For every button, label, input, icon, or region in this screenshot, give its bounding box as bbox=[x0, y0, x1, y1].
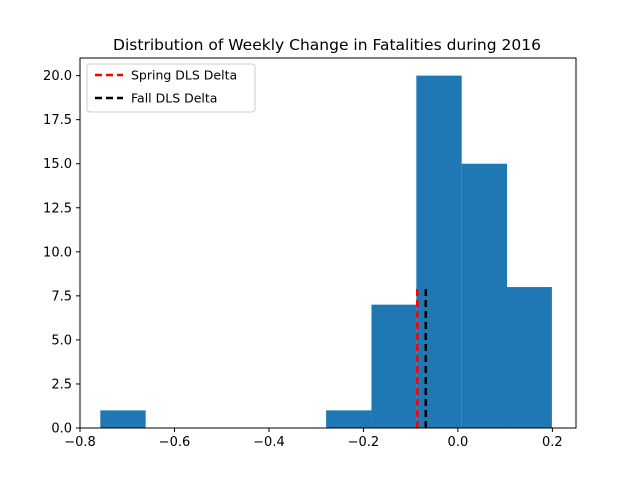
legend-box bbox=[86, 63, 256, 113]
legend: Spring DLS Delta Fall DLS Delta bbox=[86, 63, 256, 113]
plot-frame bbox=[79, 57, 577, 429]
histogram-bar bbox=[326, 410, 372, 428]
histogram-bar bbox=[507, 287, 552, 428]
y-tick-label: 5.0 bbox=[51, 333, 72, 348]
y-tick-label: 20.0 bbox=[43, 69, 72, 84]
x-tick-label: −0.2 bbox=[348, 435, 380, 450]
legend-label-spring: Spring DLS Delta bbox=[131, 68, 237, 83]
x-tick-label: −0.6 bbox=[159, 435, 191, 450]
histogram-bar bbox=[100, 410, 146, 428]
y-tick-label: 10.0 bbox=[43, 245, 72, 260]
histogram-bar bbox=[371, 304, 417, 428]
x-tick-label: 0.0 bbox=[448, 435, 469, 450]
x-tick-label: 0.2 bbox=[542, 435, 563, 450]
y-tick-label: 17.5 bbox=[43, 113, 72, 128]
y-tick-label: 0.0 bbox=[51, 422, 72, 437]
y-tick-label: 7.5 bbox=[51, 289, 72, 304]
y-axis: 0.0 2.5 5.0 7.5 10.0 12.5 15.0 17.5 20.0 bbox=[43, 69, 80, 437]
bars-layer bbox=[100, 75, 552, 428]
histogram-bar bbox=[416, 75, 462, 428]
x-tick-label: −0.8 bbox=[64, 435, 96, 450]
chart-title: Distribution of Weekly Change in Fatalit… bbox=[113, 36, 541, 54]
x-axis: −0.8 −0.6 −0.4 −0.2 0.0 0.2 bbox=[64, 428, 563, 450]
x-tick-label: −0.4 bbox=[253, 435, 285, 450]
y-tick-label: 2.5 bbox=[51, 377, 72, 392]
legend-label-fall: Fall DLS Delta bbox=[131, 91, 217, 106]
y-tick-label: 15.0 bbox=[43, 157, 72, 172]
histogram-bar bbox=[461, 163, 508, 428]
reference-lines-layer bbox=[416, 287, 428, 428]
y-tick-label: 12.5 bbox=[43, 201, 72, 216]
